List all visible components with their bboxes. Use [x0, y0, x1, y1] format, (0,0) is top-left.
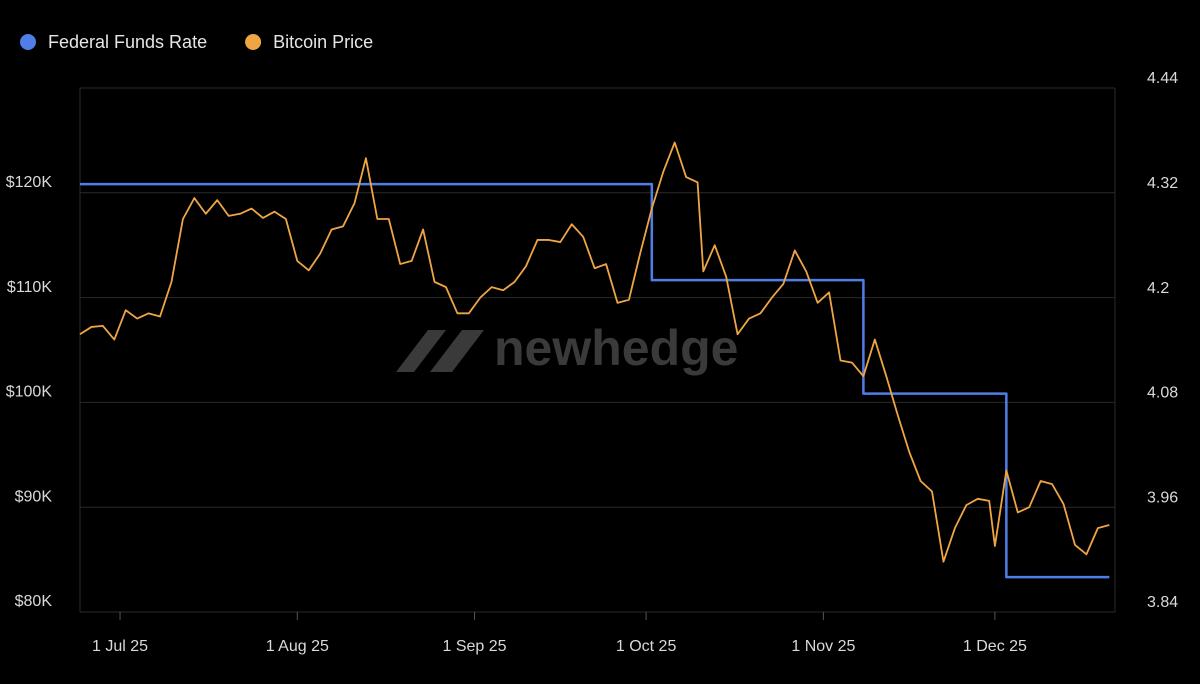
y-tick-label: $90K	[15, 488, 53, 505]
y-tick-label: $110K	[7, 279, 52, 296]
watermark-text: newhedge	[494, 320, 738, 376]
y-tick-label: $80K	[15, 593, 53, 610]
legend-marker	[20, 34, 36, 50]
legend-label: Bitcoin Price	[273, 32, 373, 52]
y2-tick-label: 3.96	[1147, 489, 1178, 506]
y2-tick-label: 4.32	[1147, 175, 1178, 192]
y2-tick-label: 3.84	[1147, 594, 1178, 611]
y-tick-label: $100K	[6, 384, 53, 401]
x-tick-label: 1 Jul 25	[92, 638, 148, 655]
legend: Federal Funds Rate Bitcoin Price	[20, 32, 373, 52]
x-tick-label: 1 Aug 25	[266, 638, 329, 655]
watermark-logo	[396, 330, 484, 372]
series-line	[79, 141, 1110, 563]
x-tick-label: 1 Nov 25	[791, 638, 855, 655]
x-tick-label: 1 Sep 25	[443, 638, 507, 655]
y2-tick-label: 4.2	[1147, 280, 1169, 297]
legend-marker	[245, 34, 262, 50]
legend-label: Federal Funds Rate	[48, 32, 207, 52]
series-line	[80, 182, 1110, 579]
y-tick-label: $120K	[6, 174, 53, 191]
y2-tick-label: 4.44	[1147, 70, 1178, 87]
y2-tick-label: 4.08	[1147, 385, 1178, 402]
watermark: newhedge	[396, 320, 738, 376]
x-tick-label: 1 Dec 25	[963, 638, 1027, 655]
x-tick-label: 1 Oct 25	[616, 638, 677, 655]
